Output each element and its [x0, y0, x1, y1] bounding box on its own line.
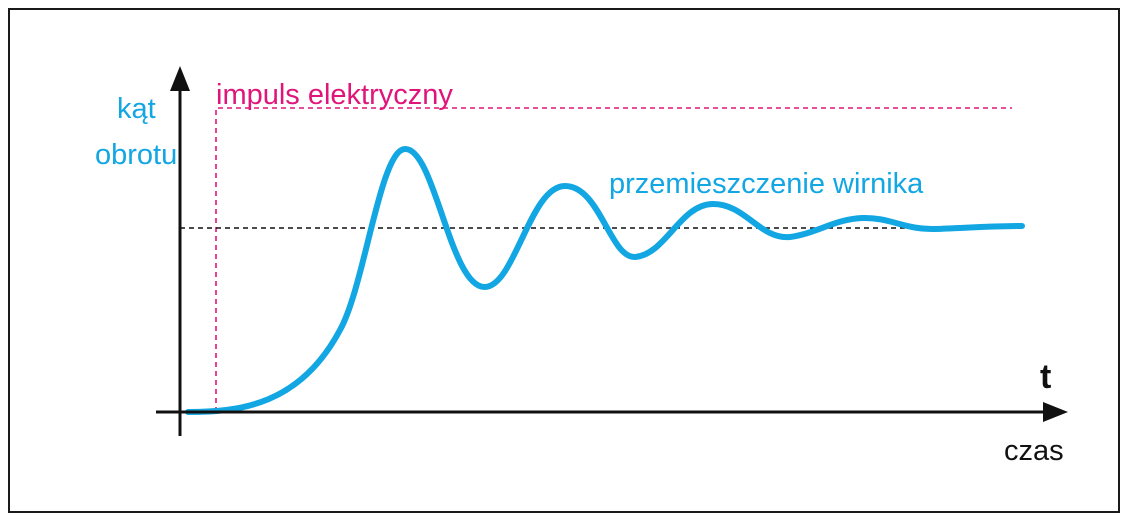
x-axis-label: czas — [1004, 435, 1064, 467]
y-axis-label-line2: obrotu — [95, 139, 177, 171]
y-axis-label-line1: kąt — [117, 93, 156, 125]
rotor-displacement-curve — [185, 145, 1025, 415]
response-label: przemieszczenie wirnika — [609, 168, 924, 200]
diagram-frame — [8, 8, 1120, 513]
y-axis-arrow-icon — [170, 66, 190, 91]
x-axis-symbol: t — [1040, 358, 1051, 396]
x-axis-arrow-icon — [1043, 402, 1068, 422]
impulse-label: impuls elektryczny — [216, 79, 453, 111]
impulse-step-line — [215, 107, 1012, 412]
